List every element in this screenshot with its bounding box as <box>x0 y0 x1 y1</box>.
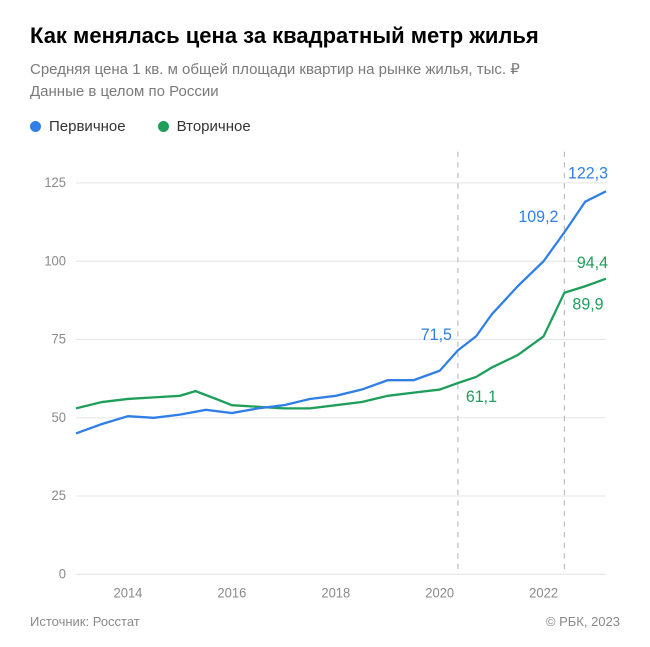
legend-label-primary: Первичное <box>49 118 126 135</box>
x-axis-label: 2020 <box>425 585 454 600</box>
y-axis-label: 100 <box>44 253 66 268</box>
callout-label: 94,4 <box>577 254 608 272</box>
y-axis-label: 25 <box>52 488 66 503</box>
callout-label: 61,1 <box>466 388 497 406</box>
legend-item-primary: Первичное <box>30 118 126 135</box>
chart-area: 0 25 50 75 100 125 2014 2016 2018 2020 2022 71,5 109… <box>30 141 620 606</box>
x-axis-label: 2016 <box>217 585 246 600</box>
legend-label-secondary: Вторичное <box>177 118 251 135</box>
legend-dot-secondary <box>158 121 169 132</box>
x-axis-label: 2014 <box>114 585 143 600</box>
legend: Первичное Вторичное <box>30 118 620 135</box>
line-chart: 0 25 50 75 100 125 2014 2016 2018 2020 2022 71,5 109… <box>30 141 620 606</box>
x-axis-label: 2022 <box>529 585 558 600</box>
callout-label: 89,9 <box>572 295 603 313</box>
callout-label: 109,2 <box>518 207 558 225</box>
callout-label: 122,3 <box>568 164 608 182</box>
footer-source: Источник: Росстат <box>30 614 140 629</box>
series-secondary <box>76 279 606 409</box>
callout-label: 71,5 <box>421 325 452 343</box>
legend-item-secondary: Вторичное <box>158 118 251 135</box>
x-axis-label: 2018 <box>321 585 350 600</box>
chart-subtitle-2: Данные в целом по России <box>30 82 620 102</box>
chart-footer: Источник: Росстат © РБК, 2023 <box>30 614 620 629</box>
y-axis-label: 0 <box>59 566 66 581</box>
y-axis-label: 75 <box>52 331 66 346</box>
chart-subtitle-1: Средняя цена 1 кв. м общей площади кварт… <box>30 60 620 80</box>
footer-credit: © РБК, 2023 <box>546 614 620 629</box>
legend-dot-primary <box>30 121 41 132</box>
chart-title: Как менялась цена за квадратный метр жил… <box>30 22 620 50</box>
y-axis-label: 125 <box>44 175 66 190</box>
y-axis-label: 50 <box>52 410 66 425</box>
